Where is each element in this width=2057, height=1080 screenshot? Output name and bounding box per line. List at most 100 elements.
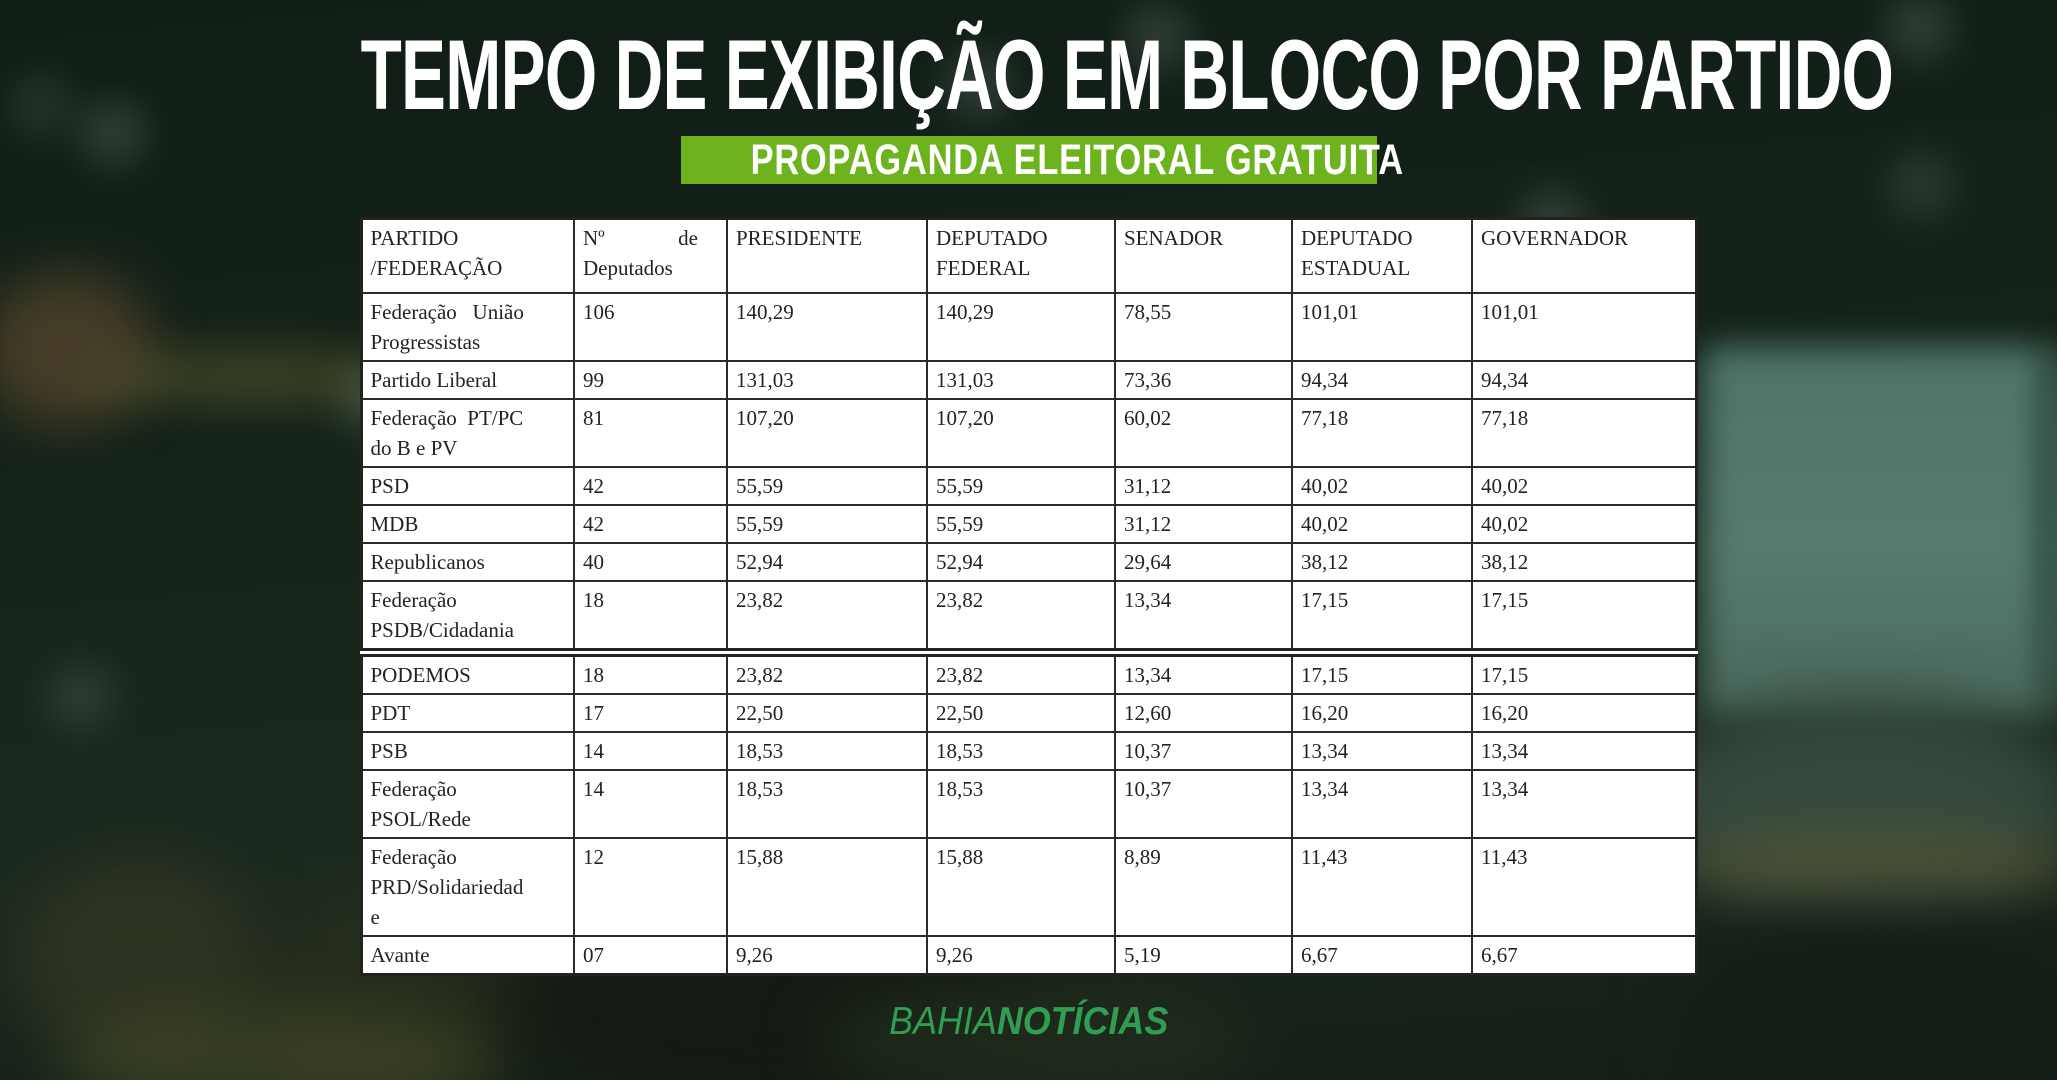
value-cell: 22,50: [926, 693, 1116, 733]
value-cell: 40,02: [1471, 466, 1697, 506]
airtime-table: PARTIDO /FEDERAÇÃO Nº de Deputados PRESI…: [359, 217, 1698, 976]
bg-logo-backdrop: [818, 978, 1253, 1080]
column-header-senador: SENADOR: [1114, 217, 1293, 294]
table-row: PSD 42 55,59 55,59 31,12 40,02 40,02: [360, 466, 1697, 506]
column-header-presidente: PRESIDENTE: [726, 217, 928, 294]
value-cell: 55,59: [726, 466, 928, 506]
value-cell: 23,82: [926, 654, 1116, 695]
value-cell: 12,60: [1114, 693, 1293, 733]
table-header-row: PARTIDO /FEDERAÇÃO Nº de Deputados PRESI…: [360, 217, 1697, 294]
value-cell: 101,01: [1291, 292, 1473, 362]
table-row: Federação União Progressistas 106 140,29 14…: [360, 292, 1697, 362]
bahia-noticias-logo: BAHIANOTÍCIAS: [0, 1000, 2057, 1044]
party-cell: Republicanos: [360, 542, 575, 582]
value-cell: 18: [573, 654, 728, 695]
bg-screen-bezel-blur: [2036, 340, 2057, 720]
value-cell: 52,94: [926, 542, 1116, 582]
value-cell: 55,59: [726, 504, 928, 544]
value-cell: 78,55: [1114, 292, 1293, 362]
column-header-governador: GOVERNADOR: [1471, 217, 1697, 294]
table-row: MDB 42 55,59 55,59 31,12 40,02 40,02: [360, 504, 1697, 544]
bg-desk-blur: [1670, 828, 2057, 900]
value-cell: 14: [573, 769, 728, 839]
value-cell: 13,34: [1114, 654, 1293, 695]
value-cell: 11,43: [1291, 837, 1473, 937]
value-cell: 140,29: [726, 292, 928, 362]
bg-light-dot: [945, 52, 1011, 118]
logo-noticias-text: NOTÍCIAS: [996, 1000, 1169, 1043]
subtitle-badge: PROPAGANDA ELEITORAL GRATUITA: [680, 136, 1404, 184]
table-row: Avante 07 9,26 9,26 5,19 6,67 6,67: [360, 935, 1697, 976]
value-cell: 131,03: [726, 360, 928, 400]
value-cell: 55,59: [926, 504, 1116, 544]
value-cell: 17: [573, 693, 728, 733]
table-row: Partido Liberal 99 131,03 131,03 73,36 94,34 9…: [360, 360, 1697, 400]
bg-light-dot: [1125, 4, 1191, 70]
value-cell: 131,03: [926, 360, 1116, 400]
value-cell: 18,53: [726, 769, 928, 839]
value-cell: 18,53: [926, 731, 1116, 771]
value-cell: 77,18: [1291, 398, 1473, 468]
value-cell: 18: [573, 580, 728, 651]
value-cell: 106: [573, 292, 728, 362]
value-cell: 15,88: [726, 837, 928, 937]
page-title-text: TEMPO DE EXIBIÇÃO EM BLOCO POR PARTIDO: [360, 19, 1894, 130]
value-cell: 18,53: [726, 731, 928, 771]
value-cell: 10,37: [1114, 769, 1293, 839]
value-cell: 140,29: [926, 292, 1116, 362]
value-cell: 38,12: [1471, 542, 1697, 582]
table-row: Federação PSOL/Rede 14 18,53 18,53 10,37 13,3…: [360, 769, 1697, 839]
value-cell: 13,34: [1471, 769, 1697, 839]
value-cell: 99: [573, 360, 728, 400]
value-cell: 29,64: [1114, 542, 1293, 582]
table-section-upper: PARTIDO /FEDERAÇÃO Nº de Deputados PRESI…: [359, 217, 1698, 651]
value-cell: 6,67: [1291, 935, 1473, 976]
column-header-deputados: Nº de Deputados: [573, 217, 728, 294]
bg-light-dot: [48, 664, 114, 730]
party-cell: PSD: [360, 466, 575, 506]
value-cell: 23,82: [926, 580, 1116, 651]
value-cell: 9,26: [726, 935, 928, 976]
column-header-deputado-estadual: DEPUTADO ESTADUAL: [1291, 217, 1473, 294]
bg-shadow-bottom-right: [1678, 918, 2057, 1080]
table-row: PODEMOS 18 23,82 23,82 13,34 17,15 17,15: [360, 654, 1697, 695]
value-cell: 17,15: [1291, 580, 1473, 651]
value-cell: 38,12: [1291, 542, 1473, 582]
bg-light-dot: [1888, 152, 1954, 218]
table-row: Federação PSDB/Cidadania 18 23,82 23,82 13,3…: [360, 580, 1697, 651]
party-cell: MDB: [360, 504, 575, 544]
value-cell: 17,15: [1471, 654, 1697, 695]
value-cell: 107,20: [926, 398, 1116, 468]
page-title: TEMPO DE EXIBIÇÃO EM BLOCO POR PARTIDO: [0, 19, 2057, 130]
value-cell: 5,19: [1114, 935, 1293, 976]
value-cell: 55,59: [926, 466, 1116, 506]
value-cell: 9,26: [926, 935, 1116, 976]
value-cell: 73,36: [1114, 360, 1293, 400]
table-body-upper: Federação União Progressistas 106 140,29 14…: [360, 292, 1697, 651]
value-cell: 23,82: [726, 654, 928, 695]
party-cell: PDT: [360, 693, 575, 733]
party-cell: PSB: [360, 731, 575, 771]
value-cell: 13,34: [1114, 580, 1293, 651]
value-cell: 42: [573, 466, 728, 506]
value-cell: 16,20: [1471, 693, 1697, 733]
value-cell: 18,53: [926, 769, 1116, 839]
value-cell: 31,12: [1114, 466, 1293, 506]
value-cell: 13,34: [1291, 769, 1473, 839]
value-cell: 16,20: [1291, 693, 1473, 733]
party-cell: PODEMOS: [360, 654, 575, 695]
bg-projection-screen-blur: [1702, 346, 2048, 718]
party-cell: Federação PT/PC do B e PV: [360, 398, 575, 468]
value-cell: 13,34: [1471, 731, 1697, 771]
value-cell: 07: [573, 935, 728, 976]
party-cell: Avante: [360, 935, 575, 976]
value-cell: 22,50: [726, 693, 928, 733]
subtitle-badge-text: PROPAGANDA ELEITORAL GRATUITA: [750, 136, 1404, 184]
value-cell: 13,34: [1291, 731, 1473, 771]
bahia-noticias-logo-text: BAHIANOTÍCIAS: [889, 1000, 1168, 1044]
table-body-lower: PODEMOS 18 23,82 23,82 13,34 17,15 17,15 PDT 17 2…: [360, 654, 1697, 976]
table-row: PSB 14 18,53 18,53 10,37 13,34 13,34: [360, 731, 1697, 771]
value-cell: 6,67: [1471, 935, 1697, 976]
party-cell: Federação PSOL/Rede: [360, 769, 575, 839]
